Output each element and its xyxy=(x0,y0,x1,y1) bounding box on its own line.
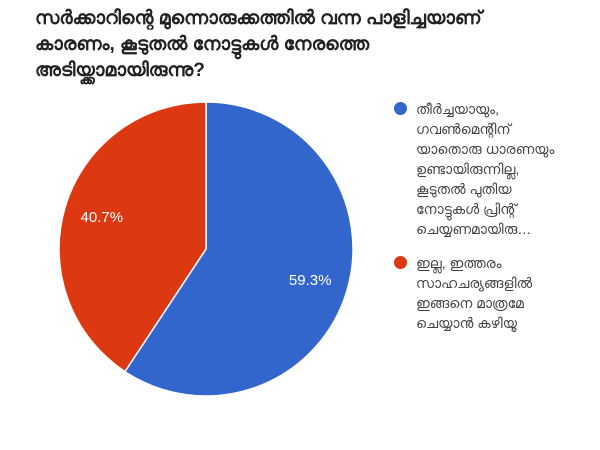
legend-swatch-blue-icon xyxy=(394,102,407,115)
legend-label: തീർച്ചയായും, ഗവൺമെന്റിന് യാതൊരു ധാരണയും … xyxy=(416,101,555,237)
legend-label: ഇല്ല, ഇത്തരം സാഹചര്യങ്ങളിൽ ഇങ്ങനെ മാത്രമ… xyxy=(416,255,533,331)
legend-swatch-red-icon xyxy=(394,256,407,269)
chart-title: സർക്കാറിന്റെ മുന്നൊരുക്കത്തിൽ വന്ന പാളിച… xyxy=(35,8,482,81)
legend-item-yes[interactable]: തീർച്ചയായും, ഗവൺമെന്റിന് യാതൊരു ധാരണയും … xyxy=(394,99,570,239)
pie-slice-value-label-0: 59.3% xyxy=(289,272,332,289)
pie-chart: 59.3% 40.7% xyxy=(58,101,354,397)
pie-slice-1[interactable] xyxy=(58,101,207,373)
legend-item-no[interactable]: ഇല്ല, ഇത്തരം സാഹചര്യങ്ങളിൽ ഇങ്ങനെ മാത്രമ… xyxy=(394,253,570,333)
pie-slice-0[interactable] xyxy=(123,101,354,397)
legend: തീർച്ചയായും, ഗവൺമെന്റിന് യാതൊരു ധാരണയും … xyxy=(394,99,570,333)
pie-slice-value-label-1: 40.7% xyxy=(81,209,124,226)
